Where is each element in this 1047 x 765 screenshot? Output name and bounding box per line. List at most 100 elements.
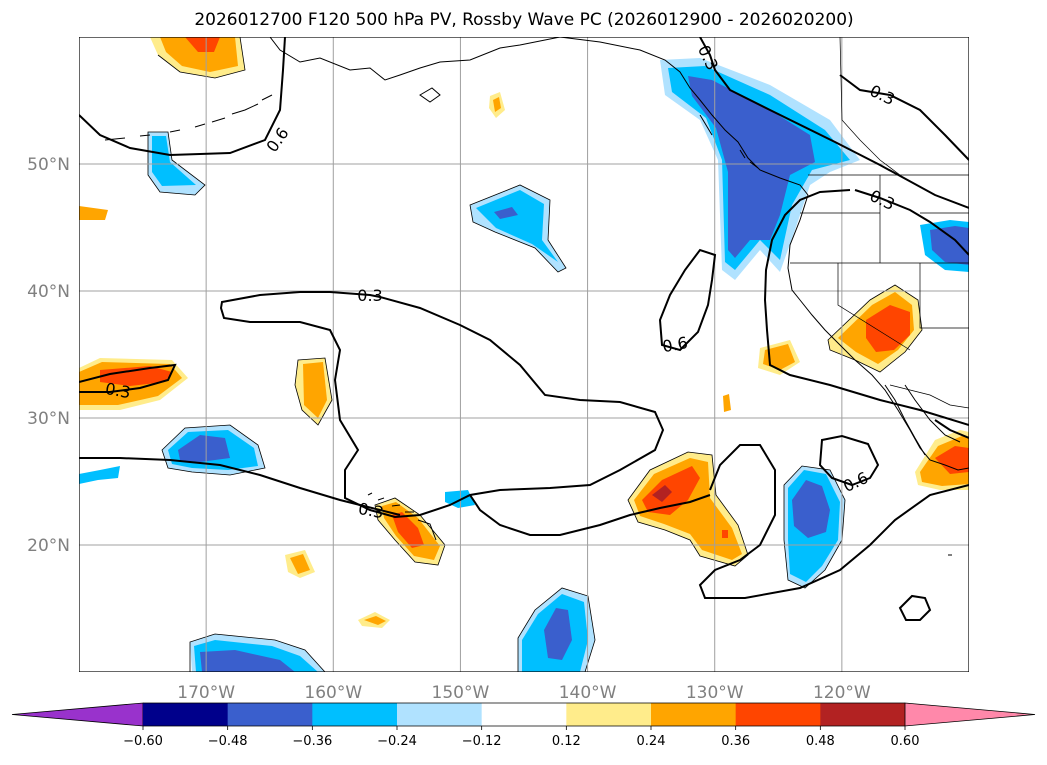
pv-negative-region — [544, 608, 572, 660]
pv-negative-region — [79, 466, 120, 484]
longitude-label: 150°W — [432, 683, 490, 703]
colorbar: −0.60 −0.48 −0.36 −0.24 −0.12 0.12 0.24 0.36 0.4… — [11, 702, 1036, 749]
pv-contour — [79, 457, 401, 516]
contour-label: 0.6 — [661, 333, 689, 356]
pv-negative-region — [792, 480, 830, 538]
bc-coast-islands — [699, 114, 759, 169]
pv-positive-region — [100, 366, 172, 386]
kodiak-island — [419, 87, 441, 103]
pv-positive-region — [723, 394, 731, 412]
colorbar-bin — [143, 703, 229, 726]
south-alaska-coast — [559, 37, 809, 196]
longitude-label: 160°W — [304, 683, 362, 703]
hawaii-islands — [367, 492, 437, 541]
longitude-labels: 170°W 160°W 150°W 140°W 130°W 120°W — [177, 683, 871, 703]
contour-label: 0.3 — [357, 286, 382, 305]
shading-outline — [469, 184, 567, 273]
political-borders — [790, 37, 969, 409]
latitude-label: 20°N — [27, 536, 70, 556]
us-state-borders — [790, 175, 969, 351]
latitude-label: 30°N — [27, 409, 70, 429]
gridlines — [79, 37, 969, 672]
pv-contour — [818, 434, 880, 487]
colorbar-bin — [227, 703, 313, 726]
colorbar-tick-label: 0.60 — [891, 734, 920, 749]
pv-negative-region — [152, 136, 196, 186]
pv-contour — [699, 37, 969, 209]
aleutian-islands — [104, 94, 273, 141]
latitude-labels: 50°N 40°N 30°N 20°N — [27, 155, 70, 556]
alaska-canada-border — [839, 37, 901, 176]
shading-outline — [147, 131, 206, 196]
colorbar-bin — [312, 703, 398, 726]
colorbar-bin — [820, 703, 906, 726]
pv-negative-region — [200, 650, 295, 672]
pv-contour — [79, 37, 286, 157]
pv-contour — [698, 444, 969, 599]
pv-contour — [219, 291, 665, 519]
pv-positive-region — [935, 446, 969, 474]
colorbar-frame — [143, 702, 905, 727]
pv-positive-region — [303, 362, 327, 418]
colorbar-tick-label: −0.48 — [208, 734, 248, 749]
alaska-coast — [269, 37, 561, 81]
pv-positive-region — [763, 344, 795, 370]
pv-negative-region — [178, 435, 230, 462]
us-west-coast — [787, 194, 969, 471]
shading-outline — [161, 424, 266, 476]
colorbar-bin — [566, 703, 652, 726]
pv-contour — [934, 419, 969, 439]
longitude-label: 120°W — [813, 683, 871, 703]
coastlines — [104, 37, 969, 556]
pv-negative-region — [688, 76, 815, 258]
latitude-label: 50°N — [27, 155, 70, 175]
longitude-label: 140°W — [559, 683, 617, 703]
colorbar-tick-label: −0.60 — [123, 734, 163, 749]
pv-contour — [854, 189, 969, 256]
shading-outline — [827, 284, 923, 373]
pv-positive-region — [160, 37, 238, 72]
pv-positive-region — [722, 530, 728, 538]
shading-outline — [294, 357, 333, 426]
pv-positive-region — [185, 37, 220, 52]
pv-contour — [658, 248, 717, 352]
shading-outline — [517, 587, 596, 672]
pv-contour — [469, 494, 711, 536]
pv-contour — [763, 189, 969, 426]
colorbar-extend-high — [904, 702, 1036, 727]
shading-outline — [783, 465, 846, 589]
colorbar-tick-label: 0.36 — [721, 734, 750, 749]
colorbar-extend-low — [11, 702, 144, 727]
shading-outline — [157, 37, 246, 79]
pv-positive-region — [392, 512, 424, 548]
pv-negative-region — [930, 226, 969, 265]
shading-outline — [374, 497, 446, 566]
colorbar-tick-label: 0.48 — [806, 734, 835, 749]
colorbar-tick-label: −0.12 — [462, 734, 502, 749]
pv-positive-region — [866, 305, 910, 352]
us-mexico-border — [889, 384, 969, 409]
pv-positive-region — [642, 466, 700, 515]
colorbar-bin — [651, 703, 737, 726]
gulf-of-california — [904, 384, 961, 443]
pv-negative-region — [494, 207, 518, 219]
pv-contour — [79, 363, 177, 393]
pv-positive-region — [652, 485, 672, 502]
pv-contour — [839, 74, 969, 161]
colorbar-tick-label: 0.24 — [637, 734, 666, 749]
pv-positive-region — [290, 554, 310, 574]
contour-label: 0.3 — [357, 499, 385, 522]
map-area: 0.6 0.3 0.3 0.3 0.6 0.3 0.3 0.3 0.6 — [79, 37, 969, 672]
longitude-label: 130°W — [686, 683, 744, 703]
contour-label: 0.3 — [104, 379, 132, 402]
colorbar-bin — [397, 703, 483, 726]
latitude-label: 40°N — [27, 282, 70, 302]
shading-outline — [189, 633, 326, 672]
pv-shading — [79, 37, 969, 672]
pv-positive-region — [493, 97, 501, 112]
baja-california — [884, 384, 926, 456]
figure-title: 2026012700 F120 500 hPa PV, Rossby Wave … — [194, 10, 853, 30]
pv-contours — [79, 37, 969, 621]
colorbar-tick-label: −0.36 — [292, 734, 332, 749]
